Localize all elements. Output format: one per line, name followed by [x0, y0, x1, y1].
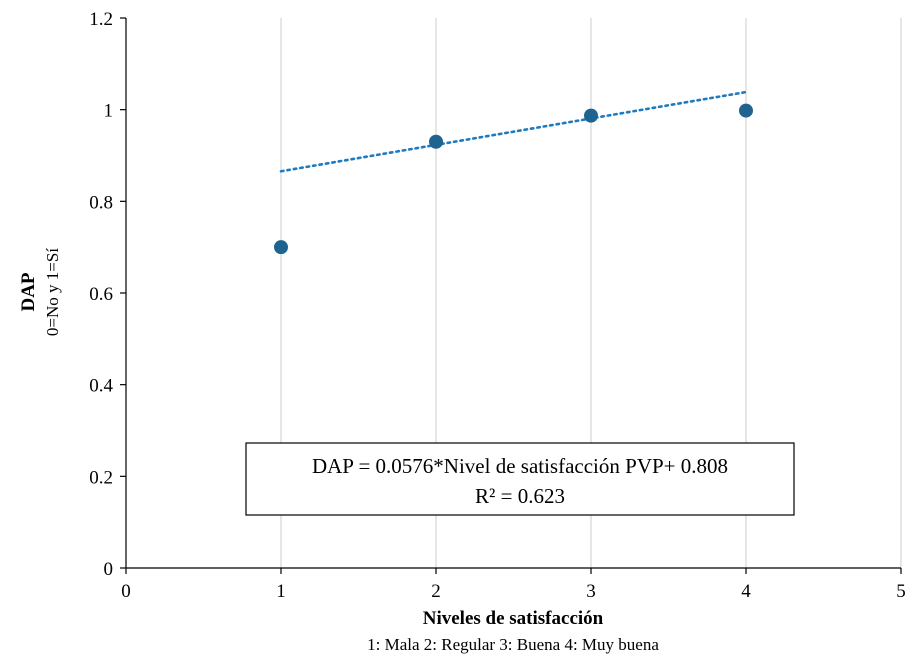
y-tick-label-4: 0.8 [89, 192, 113, 213]
x-tick-label-0: 0 [121, 581, 131, 602]
equation-box [245, 442, 795, 516]
x-tick-label-3: 3 [586, 581, 596, 602]
y-axis-subtitle: 0=No y 1=Sí [43, 248, 62, 336]
data-points [274, 103, 753, 255]
x-tick-label-1: 1 [276, 581, 286, 602]
y-tick-labels: 0 0.2 0.4 0.6 0.8 1 1.2 [89, 9, 126, 580]
equation-annotation: DAP = 0.0576*Nivel de satisfacción PVP+ … [245, 442, 795, 516]
x-tick-label-2: 2 [431, 581, 441, 602]
trendline-group [279, 90, 748, 173]
x-tick-label-4: 4 [741, 581, 751, 602]
equation-text: DAP = 0.0576*Nivel de satisfacción PVP+ … [312, 454, 728, 478]
data-point-2 [429, 134, 443, 149]
data-point-1 [274, 240, 288, 255]
x-tick-label-5: 5 [896, 581, 906, 602]
trendline [279, 90, 748, 173]
data-point-4 [739, 103, 753, 118]
y-axis-title: DAP [18, 272, 39, 311]
x-axis-subtitle: 1: Mala 2: Regular 3: Buena 4: Muy buena [367, 635, 659, 654]
y-tick-label-0: 0 [104, 559, 114, 580]
r-squared-text: R² = 0.623 [475, 484, 565, 508]
x-axis-title: Niveles de satisfacción [423, 608, 604, 629]
y-tick-label-1: 0.2 [89, 467, 113, 488]
y-tick-label-5: 1 [104, 101, 114, 122]
y-tick-label-2: 0.4 [89, 376, 113, 397]
x-tick-labels: 0 1 2 3 4 5 [121, 568, 906, 602]
y-tick-label-3: 0.6 [89, 284, 113, 305]
y-tick-label-6: 1.2 [89, 9, 113, 30]
data-point-3 [584, 108, 598, 123]
